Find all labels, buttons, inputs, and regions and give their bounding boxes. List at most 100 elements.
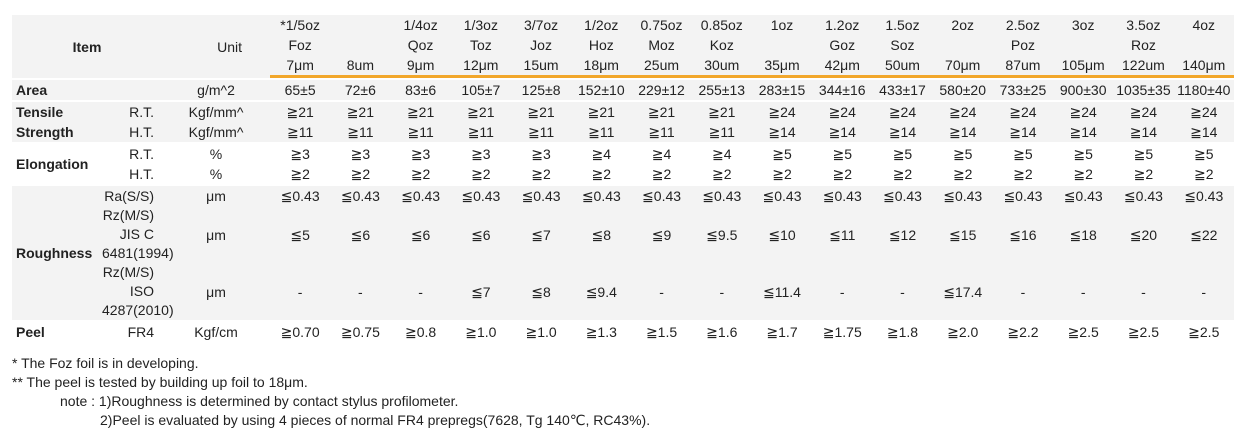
value-cell: ≦12 <box>872 206 933 263</box>
column-code <box>1173 35 1234 55</box>
value-cell: ≧3 <box>330 142 391 164</box>
value-cell: ≦18 <box>1053 206 1114 263</box>
row-unit: Kgf/mm^ <box>162 122 271 142</box>
value-cell: ≧14 <box>992 122 1054 142</box>
value-cell: ≦0.43 <box>691 184 752 206</box>
value-cell: ≧11 <box>390 122 451 142</box>
column-thickness: 140μm <box>1173 55 1234 78</box>
value-cell: - <box>270 263 331 320</box>
elongation-ht-row: H.T.% ≧2 ≧2 ≧2 ≧2 ≧2 ≧2 ≧2 ≧2 ≧2 ≧2 ≧2 ≧2 ≧2 ≧2 ≧2 ≧2 <box>12 164 1234 184</box>
value-cell: ≧2.2 <box>992 320 1054 342</box>
value-cell: ≧0.8 <box>390 320 451 342</box>
table-header: Item Unit *1/5oz 1/4oz 1/3oz 3/7oz 1/2oz 0.75oz… <box>12 15 1234 78</box>
value-cell: ≦5 <box>270 206 331 263</box>
value-cell: ≦20 <box>1113 206 1174 263</box>
row-item: Strength <box>12 122 100 142</box>
column-name: 1/2oz <box>571 15 632 35</box>
column-name: 0.75oz <box>631 15 692 35</box>
note-roughness: note : 1)Roughness is determined by cont… <box>60 393 459 409</box>
value-cell: ≧2 <box>812 164 873 184</box>
column-code <box>932 35 993 55</box>
column-thickness: 8um <box>330 55 391 78</box>
value-cell: 72±6 <box>330 78 391 100</box>
value-cell: ≧3 <box>510 142 572 164</box>
value-cell: 344±16 <box>812 78 873 100</box>
row-sub: R.T. <box>100 100 163 122</box>
value-cell: - <box>872 263 933 320</box>
value-cell: ≧2 <box>270 164 331 184</box>
value-cell: ≧5 <box>1173 142 1234 164</box>
value-cell: ≧1.5 <box>631 320 692 342</box>
value-cell: ≧5 <box>1113 142 1174 164</box>
column-thickness: 105μm <box>1053 55 1114 78</box>
value-cell: 1180±40 <box>1173 78 1234 100</box>
value-cell: ≦17.4 <box>932 263 993 320</box>
value-cell: ≦11.4 <box>751 263 813 320</box>
value-cell: ≧11 <box>631 122 692 142</box>
value-cell: ≧24 <box>1113 100 1174 122</box>
row-sub: H.T. <box>100 122 163 142</box>
column-code <box>1053 35 1114 55</box>
column-name: 1/4oz <box>390 15 451 35</box>
roughness-ra-row: Roughness Ra(S/S) μm ≦0.43 ≦0.43 ≦0.43 ≦0.43 ≦0… <box>12 184 1234 320</box>
value-cell: ≧1.8 <box>872 320 933 342</box>
value-cell: ≧2 <box>751 164 813 184</box>
value-cell: ≦9.4 <box>571 263 632 320</box>
value-cell: ≧0.70 <box>270 320 331 342</box>
value-cell: ≧21 <box>571 100 632 122</box>
row-sub: Ra(S/S) <box>100 184 163 206</box>
header-item: Item <box>12 15 163 78</box>
value-cell: ≦0.43 <box>571 184 632 206</box>
value-cell: ≧1.3 <box>571 320 632 342</box>
value-cell: ≧2 <box>390 164 451 184</box>
value-cell: ≦0.43 <box>932 184 993 206</box>
column-name: 1/3oz <box>450 15 511 35</box>
value-cell: 125±8 <box>510 78 572 100</box>
row-item: Peel <box>12 320 100 342</box>
roughness-rz-jis-row: Rz(M/S) JIS C 6481(1994) μm ≦5 ≦6 ≦6 ≦6 ≦7 ≦8 ≦9… <box>12 206 1234 263</box>
value-cell: ≧14 <box>751 122 813 142</box>
value-cell: ≧2 <box>1053 164 1114 184</box>
value-cell: ≦15 <box>932 206 993 263</box>
column-thickness: 12μm <box>450 55 511 78</box>
value-cell: 283±15 <box>751 78 813 100</box>
value-cell: 83±6 <box>390 78 451 100</box>
column-name: 2.5oz <box>992 15 1054 35</box>
peel-row: Peel FR4 Kgf/cm ≧0.70 ≧0.75 ≧0.8 ≧1.0 ≧1.0 ≧1.3 ≧… <box>12 320 1234 342</box>
value-cell: ≧21 <box>270 100 331 122</box>
value-cell: ≧1.75 <box>812 320 873 342</box>
value-cell: ≧21 <box>330 100 391 122</box>
value-cell: ≧3 <box>390 142 451 164</box>
value-cell: ≦0.43 <box>992 184 1054 206</box>
value-cell: 229±12 <box>631 78 692 100</box>
row-sub: Rz(M/S) ISO 4287(2010) <box>100 263 174 320</box>
roughness-rz-iso-row: Rz(M/S) ISO 4287(2010) μm - - - ≦7 ≦8 ≦9.4- - ≦11… <box>12 263 1234 320</box>
value-cell: ≧3 <box>450 142 511 164</box>
row-unit: Kgf/mm^ <box>162 100 271 122</box>
value-cell: ≧5 <box>992 142 1054 164</box>
value-cell: - <box>992 263 1054 320</box>
column-code: Poz <box>992 35 1054 55</box>
column-name: 3.5oz <box>1113 15 1174 35</box>
value-cell: ≦6 <box>450 206 511 263</box>
value-cell: ≧2 <box>872 164 933 184</box>
value-cell: ≦6 <box>330 206 391 263</box>
value-cell: ≧21 <box>631 100 692 122</box>
value-cell: ≦0.43 <box>330 184 391 206</box>
value-cell: ≧1.6 <box>691 320 752 342</box>
value-cell: ≧11 <box>571 122 632 142</box>
column-thickness: 35μm <box>751 55 813 78</box>
value-cell: ≧21 <box>691 100 752 122</box>
value-cell: ≦0.43 <box>510 184 572 206</box>
footnote-foz: * The Foz foil is in developing. <box>12 355 199 371</box>
footnotes: * The Foz foil is in developing. ** The … <box>12 354 650 430</box>
value-cell: ≦9.5 <box>691 206 752 263</box>
column-name <box>330 15 391 35</box>
column-thickness: 122um <box>1113 55 1174 78</box>
value-cell: 900±30 <box>1053 78 1114 100</box>
column-thickness: 87um <box>992 55 1054 78</box>
area-row: Area g/m^2 65±5 72±6 83±6 105±7 125±8 152±10 229… <box>12 78 1234 100</box>
value-cell: ≧4 <box>691 142 752 164</box>
value-cell: - <box>1053 263 1114 320</box>
column-name: 3oz <box>1053 15 1114 35</box>
